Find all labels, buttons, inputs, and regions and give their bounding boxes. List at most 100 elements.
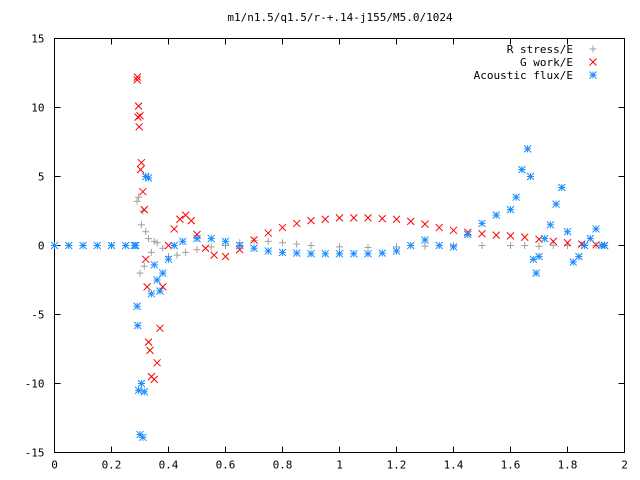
data-point — [144, 174, 153, 182]
x-tick-label: 1.8 — [558, 459, 578, 472]
data-point — [449, 243, 458, 251]
data-point — [221, 237, 230, 246]
data-point — [321, 249, 330, 258]
data-point — [153, 358, 161, 367]
data-point — [150, 375, 159, 384]
data-point — [144, 338, 153, 346]
data-point — [507, 242, 514, 249]
data-point — [523, 145, 532, 153]
legend-label: G work/E — [520, 56, 573, 69]
data-point — [463, 230, 472, 239]
data-point — [552, 200, 560, 208]
data-point — [133, 302, 142, 311]
data-point — [153, 276, 161, 284]
data-point — [279, 239, 286, 247]
data-point — [421, 236, 429, 244]
data-point — [580, 241, 589, 250]
y-tick-label: 0 — [38, 240, 45, 253]
data-point — [364, 214, 372, 222]
data-point — [170, 241, 179, 250]
data-point — [210, 251, 218, 260]
series-0 — [133, 193, 609, 277]
x-tick-label: 0.8 — [273, 459, 293, 472]
data-point — [321, 215, 330, 224]
data-point — [93, 241, 102, 250]
x-tick-label: 0 — [51, 459, 58, 472]
data-point — [335, 214, 344, 222]
legend-marker — [589, 71, 597, 79]
data-point — [50, 241, 59, 250]
x-tick-label: 1.2 — [387, 459, 407, 472]
data-point — [600, 241, 609, 250]
data-point — [307, 242, 315, 249]
data-point — [520, 233, 529, 242]
data-point — [307, 216, 315, 225]
data-point — [512, 193, 521, 202]
data-point — [406, 217, 415, 226]
data-point — [264, 229, 273, 237]
data-point — [349, 249, 358, 258]
legend-marker — [589, 58, 597, 66]
data-point — [143, 283, 151, 291]
data-point — [478, 229, 486, 238]
data-point — [170, 225, 179, 233]
y-tick-label: -15 — [25, 447, 45, 460]
axes: 0 0.2 0.4 0.6 0.8 1 1.2 1.4 1.6 1.8 2 -15 -10 -5 0 5 10 1… — [25, 33, 628, 472]
data-point — [133, 73, 142, 81]
y-tick-label: 10 — [31, 102, 44, 115]
series-layer — [50, 73, 609, 442]
y-tick-label: -5 — [31, 309, 44, 322]
data-point — [164, 255, 173, 264]
data-point — [435, 223, 444, 232]
data-point — [147, 289, 156, 298]
data-point — [349, 214, 358, 222]
data-point — [293, 240, 301, 248]
data-point — [518, 165, 526, 174]
data-point — [131, 241, 140, 250]
x-tick-label: 0.6 — [216, 459, 236, 472]
data-point — [137, 158, 146, 167]
data-point — [492, 231, 501, 240]
data-point — [532, 269, 541, 277]
data-point — [64, 241, 73, 250]
data-point — [173, 251, 181, 259]
data-point — [147, 248, 155, 256]
data-point — [136, 269, 144, 277]
data-point — [492, 211, 501, 219]
data-point — [136, 111, 144, 120]
data-point — [521, 242, 529, 249]
data-point — [421, 242, 429, 250]
data-point — [435, 241, 444, 250]
data-point — [292, 249, 301, 257]
data-point — [378, 214, 387, 223]
data-point — [292, 219, 301, 228]
data-point — [549, 237, 558, 246]
series-2 — [50, 145, 609, 442]
data-point — [137, 379, 146, 388]
data-point — [592, 225, 600, 233]
data-point — [150, 260, 159, 269]
data-point — [107, 241, 116, 250]
legend-marker — [589, 45, 597, 53]
data-point — [138, 433, 147, 442]
data-point — [535, 242, 543, 250]
data-point — [392, 247, 401, 255]
data-point — [158, 269, 167, 277]
legend-label: R stress/E — [507, 43, 573, 56]
data-point — [478, 219, 486, 228]
x-tick-label: 1.6 — [501, 459, 521, 472]
data-point — [134, 386, 143, 395]
data-point — [557, 183, 566, 192]
data-point — [563, 227, 572, 236]
data-point — [221, 252, 230, 261]
data-point — [563, 238, 572, 247]
data-point — [207, 243, 215, 251]
data-point — [193, 234, 201, 243]
legend-label: Acoustic flux/E — [474, 69, 573, 82]
data-point — [201, 244, 210, 253]
data-point — [506, 231, 515, 240]
data-point — [135, 122, 143, 131]
data-point — [141, 255, 150, 264]
data-point — [153, 239, 161, 247]
